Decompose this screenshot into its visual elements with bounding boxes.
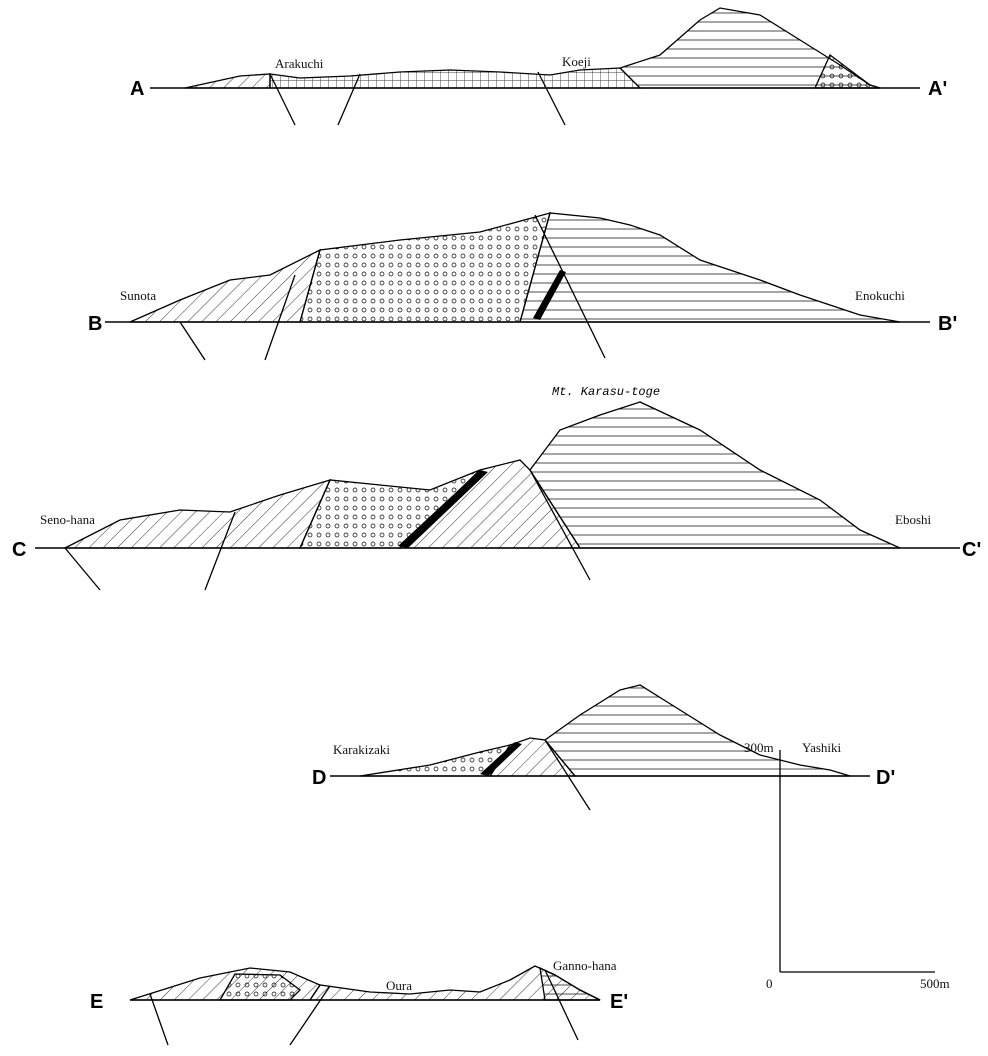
- section-end: D': [876, 767, 895, 789]
- section-e: E E' Oura Ganno-hana: [90, 958, 628, 1045]
- peak-label: Mt. Karasu-toge: [552, 385, 660, 399]
- place-label: Ganno-hana: [553, 958, 617, 973]
- cross-sections: A A' Arakuchi Koeji B B' Sunota Enokuchi…: [0, 0, 988, 1056]
- section-start: B: [88, 313, 102, 335]
- section-b: B B' Sunota Enokuchi: [88, 213, 957, 360]
- section-d: D D' Karakizaki Yashiki: [312, 685, 895, 810]
- place-label: Oura: [386, 978, 412, 993]
- scale-label: 0: [766, 976, 773, 991]
- place-label: Koeji: [562, 54, 591, 69]
- scale-label: 300m: [744, 740, 774, 755]
- layer: [545, 685, 850, 776]
- fault: [65, 548, 100, 590]
- section-end: A': [928, 78, 947, 100]
- place-label: Arakuchi: [275, 56, 324, 71]
- layer: [185, 74, 270, 88]
- layer: [520, 213, 900, 322]
- layer: [65, 480, 330, 548]
- layer: [530, 402, 900, 548]
- fault: [180, 322, 205, 360]
- place-label: Enokuchi: [855, 288, 905, 303]
- section-a: A A' Arakuchi Koeji: [130, 8, 947, 125]
- place-label: Eboshi: [895, 512, 932, 527]
- layer: [270, 68, 640, 88]
- section-start: D: [312, 767, 326, 789]
- place-label: Seno-hana: [40, 512, 95, 527]
- section-end: E': [610, 991, 628, 1013]
- section-start: C: [12, 539, 26, 561]
- layer: [300, 213, 550, 322]
- place-label: Sunota: [120, 288, 156, 303]
- section-end: C': [962, 539, 981, 561]
- section-start: E: [90, 991, 103, 1013]
- place-label: Yashiki: [802, 740, 842, 755]
- section-c: C C' Seno-hana Eboshi Mt. Karasu-toge: [12, 385, 981, 590]
- scale-label: 500m: [920, 976, 950, 991]
- place-label: Karakizaki: [333, 742, 390, 757]
- scale-bar: 300m 0 500m: [744, 740, 950, 991]
- section-end: B': [938, 313, 957, 335]
- section-start: A: [130, 78, 144, 100]
- fault: [150, 994, 168, 1045]
